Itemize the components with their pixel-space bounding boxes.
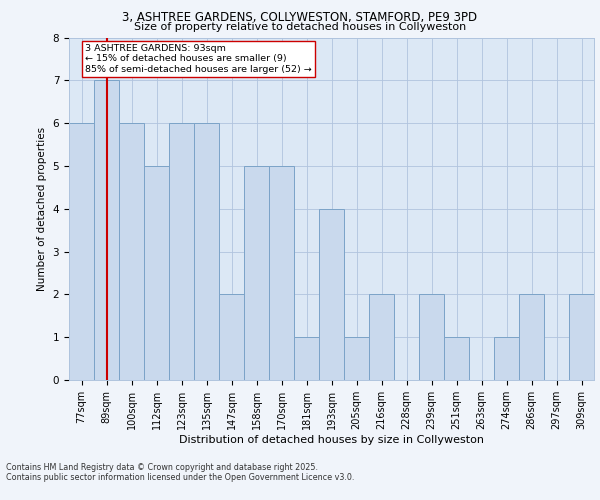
Bar: [519, 294, 544, 380]
Bar: [219, 294, 244, 380]
Text: Contains HM Land Registry data © Crown copyright and database right 2025.: Contains HM Land Registry data © Crown c…: [6, 462, 318, 471]
Bar: [569, 294, 594, 380]
Text: 3, ASHTREE GARDENS, COLLYWESTON, STAMFORD, PE9 3PD: 3, ASHTREE GARDENS, COLLYWESTON, STAMFOR…: [122, 11, 478, 24]
Bar: [494, 337, 519, 380]
Bar: [244, 166, 269, 380]
Bar: [119, 123, 144, 380]
Bar: [369, 294, 394, 380]
Text: Contains public sector information licensed under the Open Government Licence v3: Contains public sector information licen…: [6, 474, 355, 482]
Bar: [319, 209, 344, 380]
Bar: [294, 337, 319, 380]
Bar: [444, 337, 469, 380]
Bar: [94, 80, 119, 380]
Bar: [69, 123, 94, 380]
Text: 3 ASHTREE GARDENS: 93sqm
← 15% of detached houses are smaller (9)
85% of semi-de: 3 ASHTREE GARDENS: 93sqm ← 15% of detach…: [85, 44, 312, 74]
Text: Size of property relative to detached houses in Collyweston: Size of property relative to detached ho…: [134, 22, 466, 32]
Bar: [194, 123, 219, 380]
Bar: [144, 166, 169, 380]
X-axis label: Distribution of detached houses by size in Collyweston: Distribution of detached houses by size …: [179, 434, 484, 444]
Y-axis label: Number of detached properties: Number of detached properties: [37, 126, 47, 291]
Bar: [419, 294, 444, 380]
Bar: [344, 337, 369, 380]
Bar: [269, 166, 294, 380]
Bar: [169, 123, 194, 380]
